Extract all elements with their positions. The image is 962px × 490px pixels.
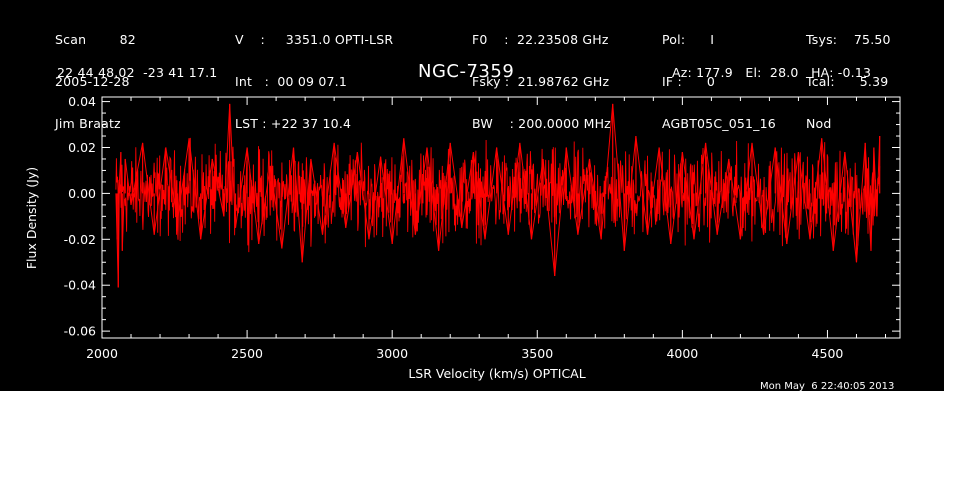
header-bw: BW : 200.0000 MHz [472, 116, 611, 131]
header-col-scan: Scan 82 2005-12-28 Jim Braatz [55, 5, 136, 159]
header-coords: 22 44 48.02 -23 41 17.1 [57, 65, 218, 80]
header-date: 2005-12-28 [55, 74, 130, 89]
timestamp: Mon May 6 22:40:05 2013 [760, 381, 895, 391]
y-tick-label: 0.00 [68, 186, 96, 201]
header-col-tsys: Tsys: 75.50 Tcal: 5.39 Nod [806, 5, 891, 159]
header-pol: Pol: I [662, 32, 715, 47]
header-f0: F0 : 22.23508 GHz [472, 32, 609, 47]
header-tsys: Tsys: 75.50 [806, 32, 891, 47]
ticks-layer: 2000 2500 3000 3500 4000 4500 -0.06 -0.04 -0.02 0… [64, 94, 900, 361]
x-axis-label: LSR Velocity (km/s) OPTICAL [408, 366, 585, 381]
y-tick-label: -0.04 [64, 278, 96, 293]
axes-layer [101, 96, 901, 339]
x-tick-label: 3500 [521, 346, 553, 361]
series-layer [115, 103, 881, 288]
header-col-velocity: V : 3351.0 OPTI-LSR Int : 00 09 07.1 LST… [235, 5, 393, 159]
spectrum-plot-panel: Scan 82 2005-12-28 Jim Braatz V : 3351.0… [0, 0, 944, 391]
header-observer: Jim Braatz [55, 116, 121, 131]
y-tick-label: -0.02 [64, 232, 96, 247]
header-azel: Az: 177.9 El: 28.0 HA: -0.13 [672, 65, 872, 80]
x-tick-label: 2500 [231, 346, 263, 361]
header-lst: LST : +22 37 10.4 [235, 116, 352, 131]
header-tcal: Tcal: 5.39 [806, 74, 889, 89]
y-tick-label: 0.04 [68, 94, 96, 109]
header-scan: Scan 82 [55, 32, 136, 47]
chart-title: NGC-7359 [418, 61, 515, 82]
header-int: Int : 00 09 07.1 [235, 74, 347, 89]
y-tick-label: -0.06 [64, 324, 96, 339]
header-if: IF : 0 [662, 74, 716, 89]
header-velocity: V : 3351.0 OPTI-LSR [235, 32, 394, 47]
header-col-pol: Pol: I IF : 0 AGBT05C_051_16 [662, 5, 776, 159]
x-tick-label: 4500 [812, 346, 844, 361]
x-tick-label: 2000 [86, 346, 118, 361]
x-tick-label: 4000 [666, 346, 698, 361]
x-tick-label: 3000 [376, 346, 408, 361]
header-col-freq: F0 : 22.23508 GHz Fsky : 21.98762 GHz BW… [472, 5, 611, 159]
header-fsky: Fsky : 21.98762 GHz [472, 74, 610, 89]
header-nod: Nod [806, 116, 832, 131]
spectrum-chart: 2000 2500 3000 3500 4000 4500 -0.06 -0.04 -0.02 0… [24, 94, 901, 381]
y-axis-label: Flux Density (Jy) [24, 167, 39, 269]
header-project: AGBT05C_051_16 [662, 116, 776, 131]
y-tick-label: 0.02 [68, 140, 96, 155]
plot-frame [101, 96, 901, 339]
